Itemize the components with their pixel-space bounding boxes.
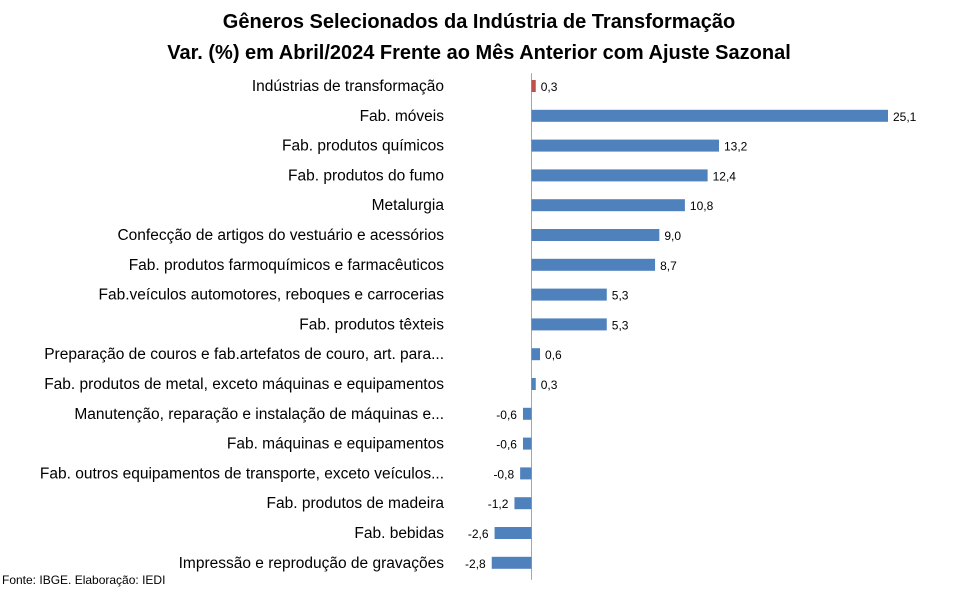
category-label: Fab. bebidas — [354, 525, 444, 542]
category-label: Fab. produtos químicos — [282, 138, 444, 155]
bar — [520, 467, 532, 480]
category-label: Fab. produtos do fumo — [288, 167, 444, 184]
category-label: Confecção de artigos do vestuário e aces… — [117, 227, 444, 244]
bar — [531, 229, 660, 241]
category-label: Metalurgia — [372, 197, 445, 214]
bar — [531, 169, 708, 182]
category-label: Indústrias de transformação — [252, 78, 444, 95]
value-label: -2,8 — [465, 557, 486, 571]
value-label: -0,6 — [496, 438, 517, 452]
bar — [514, 497, 532, 510]
category-label: Manutenção, reparação e instalação de má… — [74, 406, 444, 423]
category-label: Fab.veículos automotores, reboques e car… — [99, 287, 445, 304]
bar — [522, 437, 532, 450]
bar — [531, 199, 685, 212]
category-label: Fab. produtos farmoquímicos e farmacêuti… — [129, 257, 445, 274]
category-label: Fab. máquinas e equipamentos — [227, 436, 444, 453]
value-label: 12,4 — [713, 169, 737, 183]
category-label: Fab. produtos de madeira — [267, 495, 445, 512]
category-label: Impressão e reprodução de gravações — [179, 555, 445, 572]
value-label: 5,3 — [612, 318, 629, 332]
bar — [531, 258, 656, 271]
value-label: 25,1 — [893, 110, 917, 124]
value-label: 0,3 — [541, 378, 558, 392]
value-label: 8,7 — [660, 259, 677, 273]
bar — [531, 139, 719, 152]
chart-subtitle: Var. (%) em Abril/2024 Frente ao Mês Ant… — [167, 42, 791, 64]
category-label: Fab. produtos de metal, exceto máquinas … — [44, 376, 444, 393]
bar — [522, 407, 532, 420]
value-label: -2,6 — [468, 527, 489, 541]
bar — [491, 556, 532, 569]
value-label: 10,8 — [690, 199, 714, 213]
category-label: Preparação de couros e fab.artefatos de … — [44, 346, 444, 363]
category-label: Fab. outros equipamentos de transporte, … — [40, 465, 444, 482]
category-label: Fab. produtos têxteis — [299, 316, 444, 333]
bar — [531, 80, 536, 92]
bar — [531, 378, 536, 390]
value-label: -0,8 — [493, 467, 514, 481]
value-label: -1,2 — [488, 497, 509, 511]
value-label: -0,6 — [496, 408, 517, 422]
category-label: Fab. móveis — [360, 108, 445, 125]
value-label: 9,0 — [664, 229, 681, 243]
value-label: 0,3 — [541, 80, 558, 94]
value-label: 13,2 — [724, 140, 748, 154]
bar — [494, 527, 532, 539]
value-label: 0,6 — [545, 348, 562, 362]
bar — [531, 288, 607, 301]
bar — [531, 348, 541, 361]
source-note: Fonte: IBGE. Elaboração: IEDI — [2, 573, 166, 587]
bar — [531, 318, 607, 331]
value-label: 5,3 — [612, 289, 629, 303]
chart-title: Gêneros Selecionados da Indústria de Tra… — [222, 11, 736, 33]
bar — [531, 109, 888, 122]
